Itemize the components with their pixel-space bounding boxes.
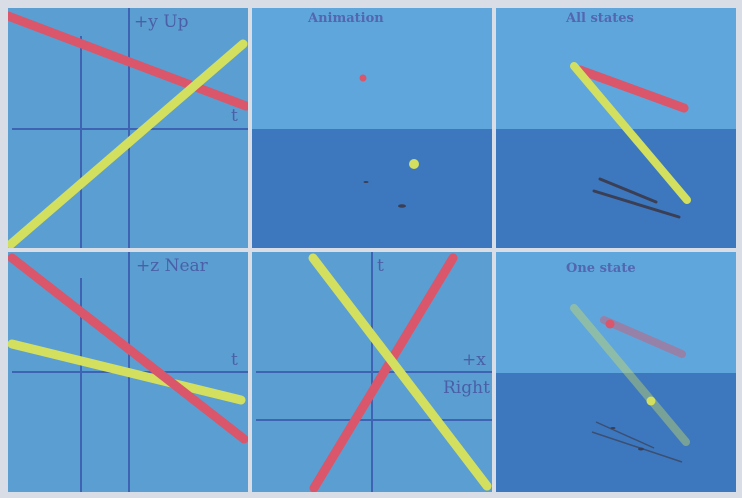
red-sphere-icon [605, 319, 615, 329]
red-rod-ghost [600, 316, 686, 358]
panel-z-vs-t: +z Near t [8, 252, 248, 492]
floor [496, 373, 736, 492]
red-rod [575, 65, 689, 113]
all-states-scene [496, 8, 736, 248]
one-state-title: One state [566, 261, 636, 276]
yellow-sphere-icon [646, 396, 656, 406]
sky [496, 252, 736, 373]
red-sphere-shadow [610, 427, 616, 429]
t-vs-x-plot [256, 252, 492, 492]
x-axis-label: +x [462, 350, 486, 370]
y-vs-t-plot [8, 8, 248, 248]
one-state-scene [496, 252, 736, 492]
red-rod-shadow [595, 421, 655, 449]
panel-one-state: One state [496, 252, 736, 492]
animation-title: Animation [308, 11, 384, 26]
sky [496, 8, 736, 129]
yellow-rod-ghost [570, 304, 690, 446]
y-axis-label: +y Up [134, 12, 189, 32]
red-rod [8, 253, 248, 444]
z-vs-t-plot [8, 252, 248, 492]
panel-animation: Animation [252, 8, 492, 248]
t-axis-label: t [231, 350, 238, 370]
panel-y-vs-t: +y Up t [8, 8, 248, 248]
yellow-rod-shadow [591, 431, 683, 463]
red-sphere-icon [359, 74, 367, 82]
t-axis-label: t [377, 256, 384, 276]
floor [252, 129, 492, 248]
yellow-rod [570, 62, 691, 204]
red-sphere-shadow [363, 181, 369, 183]
sky [252, 8, 492, 129]
yellow-rod-shadow [592, 189, 681, 219]
t-axis-label: t [231, 106, 238, 126]
panel-all-states: All states [496, 8, 736, 248]
panel-t-vs-x: t +x Right [252, 252, 492, 492]
all-states-title: All states [566, 11, 634, 26]
red-rod-shadow [598, 177, 658, 204]
yellow-sphere-shadow [638, 447, 644, 451]
z-axis-label: +z Near [136, 256, 208, 276]
yellow-sphere-icon [409, 159, 419, 169]
x-axis-label-right: Right [443, 378, 490, 398]
yellow-rod [8, 339, 246, 405]
red-rod [8, 11, 248, 111]
yellow-rod [8, 39, 248, 248]
animation-scene [252, 8, 492, 248]
floor [496, 129, 736, 248]
red-rod [309, 253, 458, 492]
yellow-rod [308, 253, 492, 491]
yellow-sphere-shadow [398, 204, 406, 208]
